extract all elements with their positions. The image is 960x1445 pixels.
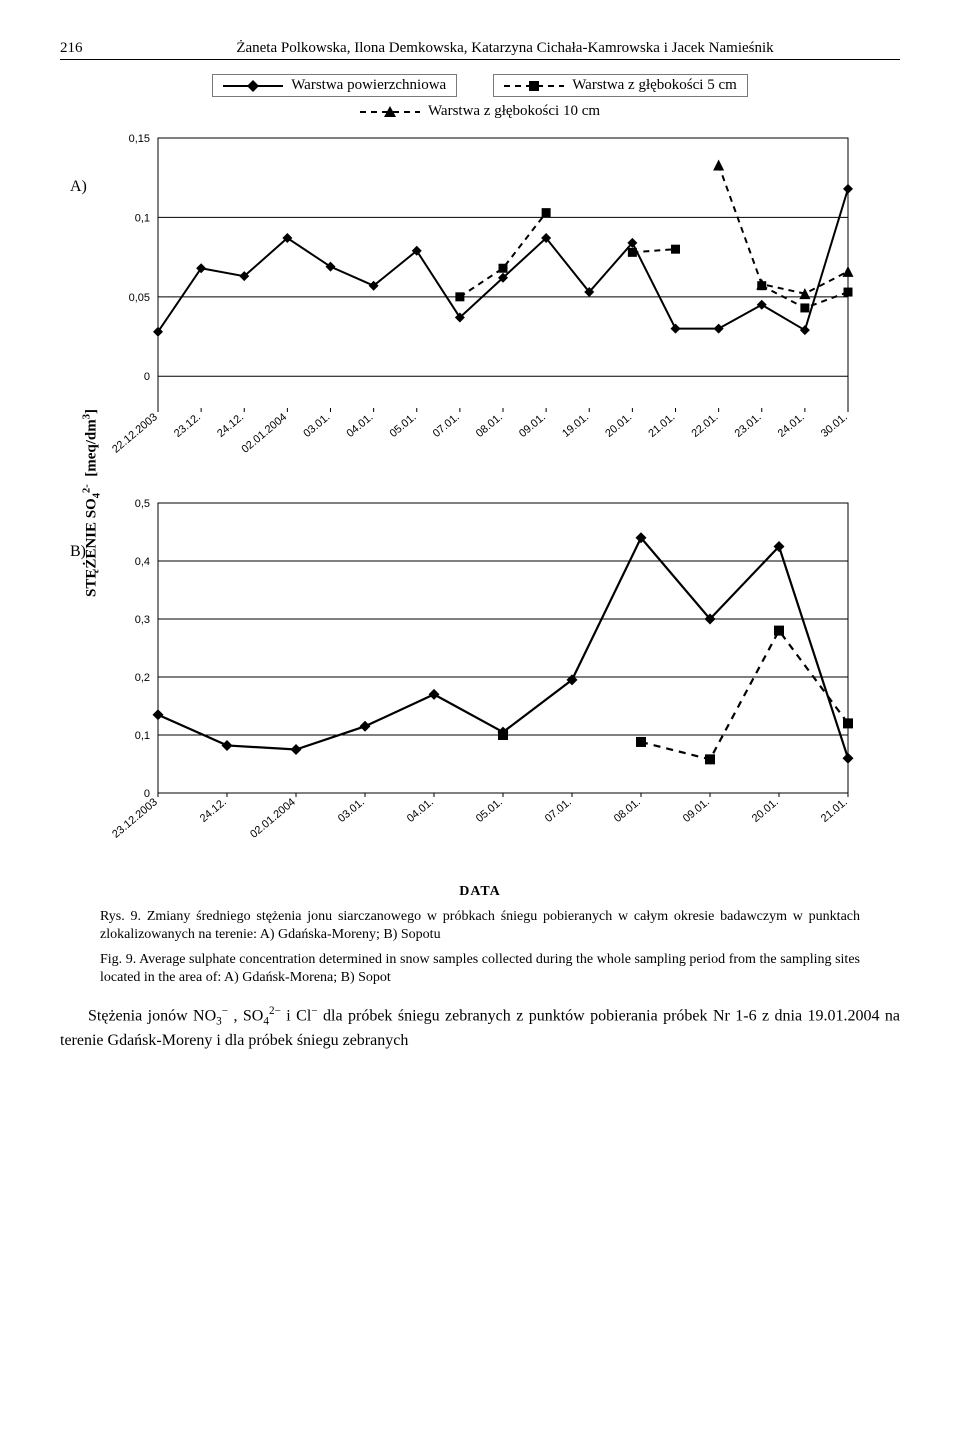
- svg-text:23.12.2003: 23.12.2003: [110, 796, 160, 841]
- chart-legend: Warstwa powierzchniowa Warstwa z głęboko…: [60, 74, 900, 122]
- svg-text:20.01.: 20.01.: [750, 796, 781, 825]
- svg-text:21.01.: 21.01.: [819, 796, 850, 825]
- svg-text:02.01.2004: 02.01.2004: [248, 796, 298, 841]
- y-axis-label: STĘŻENIE SO42- [meq/dm3]: [82, 409, 103, 597]
- svg-text:24.12.: 24.12.: [198, 796, 229, 825]
- caption-en: Fig. 9. Average sulphate concentration d…: [100, 951, 860, 986]
- svg-text:23.01.: 23.01.: [733, 411, 764, 440]
- diamond-line-icon: [223, 79, 283, 93]
- svg-text:04.01.: 04.01.: [344, 411, 375, 440]
- caption-tag: Rys. 9.: [100, 909, 141, 924]
- svg-text:23.12.: 23.12.: [172, 411, 203, 440]
- svg-text:07.01.: 07.01.: [431, 411, 462, 440]
- legend-item-10cm: Warstwa z głębokości 10 cm: [350, 101, 610, 122]
- svg-text:20.01.: 20.01.: [603, 411, 634, 440]
- svg-text:24.12.: 24.12.: [215, 411, 246, 440]
- triangle-dash-icon: [360, 105, 420, 119]
- square-dash-icon: [504, 79, 564, 93]
- svg-text:08.01.: 08.01.: [474, 411, 505, 440]
- panel-b-label: B): [70, 543, 86, 561]
- body-paragraph: Stężenia jonów NO3− , SO42− i Cl− dla pr…: [60, 1004, 900, 1051]
- panel-a-label: A): [70, 178, 87, 196]
- svg-text:21.01.: 21.01.: [646, 411, 677, 440]
- legend-item-5cm: Warstwa z głębokości 5 cm: [493, 74, 748, 97]
- svg-text:0,4: 0,4: [135, 556, 150, 568]
- svg-text:05.01.: 05.01.: [388, 411, 419, 440]
- svg-text:22.01.: 22.01.: [689, 411, 720, 440]
- caption-text: Zmiany średniego stężenia jonu siarczano…: [100, 909, 860, 942]
- svg-text:03.01.: 03.01.: [301, 411, 332, 440]
- svg-text:0,05: 0,05: [129, 292, 150, 304]
- svg-text:07.01.: 07.01.: [543, 796, 574, 825]
- svg-text:09.01.: 09.01.: [517, 411, 548, 440]
- svg-text:0,5: 0,5: [135, 498, 150, 510]
- caption-pl: Rys. 9. Zmiany średniego stężenia jonu s…: [100, 908, 860, 943]
- svg-text:04.01.: 04.01.: [405, 796, 436, 825]
- legend-item-surface: Warstwa powierzchniowa: [212, 74, 457, 97]
- svg-text:19.01.: 19.01.: [560, 411, 591, 440]
- svg-text:03.01.: 03.01.: [336, 796, 367, 825]
- svg-text:0: 0: [144, 371, 150, 383]
- svg-text:22.12.2003: 22.12.2003: [110, 411, 160, 456]
- charts-region: STĘŻENIE SO42- [meq/dm3] A) 00,050,10,15…: [102, 128, 900, 878]
- caption-text: Average sulphate concentration determine…: [100, 952, 860, 985]
- svg-text:0,1: 0,1: [135, 212, 150, 224]
- svg-text:05.01.: 05.01.: [474, 796, 505, 825]
- x-axis-label: DATA: [60, 884, 900, 900]
- authors-line: Żaneta Polkowska, Ilona Demkowska, Katar…: [110, 40, 900, 57]
- page-header: 216 Żaneta Polkowska, Ilona Demkowska, K…: [60, 40, 900, 60]
- svg-text:0,3: 0,3: [135, 614, 150, 626]
- legend-label: Warstwa z głębokości 10 cm: [428, 103, 600, 120]
- svg-text:08.01.: 08.01.: [612, 796, 643, 825]
- legend-label: Warstwa powierzchniowa: [291, 77, 446, 94]
- svg-text:09.01.: 09.01.: [681, 796, 712, 825]
- svg-text:30.01.: 30.01.: [819, 411, 850, 440]
- svg-text:02.01.2004: 02.01.2004: [239, 411, 289, 456]
- page-number: 216: [60, 40, 110, 57]
- chart-b: 00,10,20,30,40,523.12.200324.12.02.01.20…: [102, 493, 862, 873]
- svg-text:0,2: 0,2: [135, 672, 150, 684]
- chart-a: 0 0,05 0,1 0,15 22.12.2003 23.12. 24.12.02.01.…: [102, 128, 862, 488]
- caption-tag: Fig. 9.: [100, 952, 136, 967]
- svg-text:0,1: 0,1: [135, 730, 150, 742]
- svg-text:0,15: 0,15: [129, 133, 150, 145]
- legend-label: Warstwa z głębokości 5 cm: [572, 77, 737, 94]
- svg-text:24.01.: 24.01.: [776, 411, 807, 440]
